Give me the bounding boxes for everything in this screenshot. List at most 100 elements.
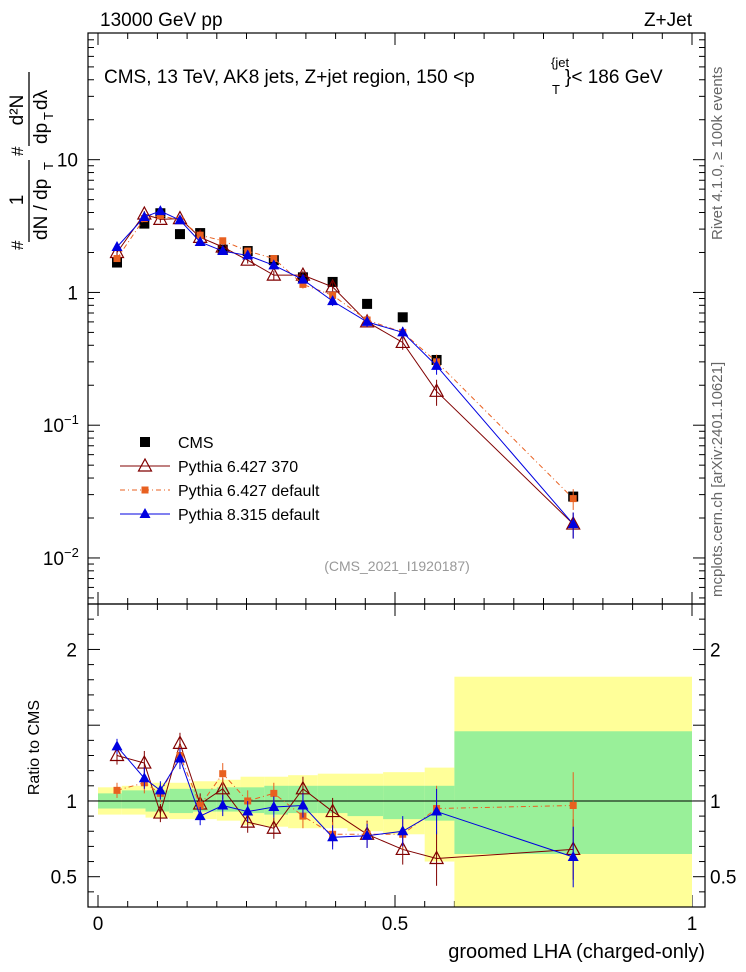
rivet-label: Rivet 4.1.0, ≥ 100k events [709, 67, 726, 240]
data-point [113, 255, 121, 263]
ratio-point [174, 752, 186, 763]
legend: CMS Pythia 6.427 370 Pythia 6.427 default P… [120, 435, 320, 524]
ratio-y-tick-label-right: 2 [710, 640, 721, 661]
data-point [397, 312, 408, 323]
ratio-point [113, 786, 121, 794]
y-tick-label: 10 [43, 549, 64, 570]
ratio-point [361, 829, 373, 840]
ratio-point [327, 831, 339, 842]
y-tick-label: 10 [43, 416, 64, 437]
ratio-point [270, 789, 278, 797]
series-line [116, 210, 574, 525]
data-point [156, 211, 164, 219]
x-axis-label: groomed LHA (charged-only) [448, 941, 705, 963]
ylabel-frac2-den-end: dλ [31, 89, 52, 110]
data-point [397, 326, 409, 337]
data-point [111, 240, 123, 251]
data-point [174, 214, 186, 225]
data-point [327, 295, 339, 306]
ratio-ylabel: Ratio to CMS [26, 700, 43, 795]
ratio-point [138, 772, 150, 783]
legend-marker [139, 508, 151, 518]
header-left: 13000 GeV pp [100, 10, 223, 31]
ylabel-hash1: # [8, 240, 27, 250]
ratio-point [268, 801, 280, 812]
legend-entry: CMS [140, 435, 214, 452]
data-point [362, 298, 373, 309]
legend-marker [140, 437, 150, 447]
ratio-point [297, 799, 309, 810]
ratio-point [217, 799, 229, 810]
series-pythia-8-315-default [111, 205, 579, 539]
uncertainty-band-inner [121, 790, 146, 809]
data-point [217, 245, 229, 256]
data-point [242, 249, 254, 260]
ratio-point [429, 850, 445, 865]
ratio-point [152, 804, 168, 819]
legend-label: Pythia 6.427 370 [178, 459, 298, 476]
analysis-tag: (CMS_2021_I1920187) [324, 558, 470, 574]
uncertainty-band-inner [240, 787, 265, 814]
ratio-point [397, 825, 409, 836]
ratio-series-pythia-8-315-default [111, 738, 579, 888]
y-tick-exponent: −1 [64, 412, 79, 427]
ratio-point [219, 770, 227, 778]
x-tick-label: 0 [93, 914, 104, 935]
data-point [154, 205, 166, 216]
data-point [219, 237, 227, 245]
ratio-point [431, 805, 443, 816]
data-point [361, 315, 373, 326]
ratio-point [567, 851, 579, 862]
title-subscript: T [552, 82, 560, 97]
ylabel-frac2-den-sub: T [41, 112, 56, 120]
ratio-y-tick-label-right: 1 [710, 792, 721, 813]
y-tick-label: 10 [57, 151, 78, 172]
y-tick-label: 1 [67, 283, 78, 304]
main-ylabel: # 1 dN / dp T # d²N dp T dλ [7, 72, 56, 250]
ratio-point [325, 803, 341, 818]
data-point [569, 495, 577, 503]
legend-label: CMS [178, 435, 214, 452]
legend-entry: Pythia 6.427 default [120, 483, 320, 500]
data-point [395, 334, 411, 349]
data-point [112, 257, 123, 268]
title-superscript: {jet [551, 55, 569, 70]
data-point [431, 359, 443, 370]
series-line [116, 214, 574, 499]
ratio-point [569, 801, 577, 809]
data-point [270, 255, 278, 263]
ylabel-frac2-den: dp [31, 123, 52, 144]
data-point [174, 229, 185, 240]
ylabel-hash2: # [8, 146, 27, 156]
ratio-point [266, 819, 282, 834]
ratio-line [116, 746, 574, 858]
ratio-y-tick-label-right: 0.5 [710, 868, 736, 889]
data-point [297, 273, 309, 284]
data-point [194, 235, 206, 246]
uncertainty-band-inner [383, 785, 425, 820]
data-point [299, 280, 307, 288]
x-tick-label: 0.5 [382, 914, 408, 935]
ratio-line [116, 741, 574, 860]
legend-entry: Pythia 8.315 default [120, 507, 320, 524]
ratio-point [154, 784, 166, 795]
ratio-point [194, 810, 206, 821]
data-point [268, 259, 280, 270]
y-tick-exponent: −2 [64, 545, 79, 560]
header-right: Z+Jet [644, 10, 693, 31]
title-end: }< 186 GeV [565, 67, 663, 88]
legend-marker [137, 457, 153, 472]
legend-label: Pythia 8.315 default [178, 507, 320, 524]
ratio-point [215, 780, 231, 795]
ratio-point [395, 841, 411, 856]
data-point [429, 383, 445, 397]
legend-marker [141, 486, 149, 494]
title-text: CMS, 13 TeV, AK8 jets, Z+jet region, 150… [104, 67, 475, 88]
data-point [138, 211, 150, 222]
ratio-point [242, 805, 254, 816]
ratio-y-tick-label: 0.5 [51, 868, 77, 889]
ylabel-frac1-den-sub: T [41, 162, 56, 170]
series-cms [112, 208, 579, 502]
